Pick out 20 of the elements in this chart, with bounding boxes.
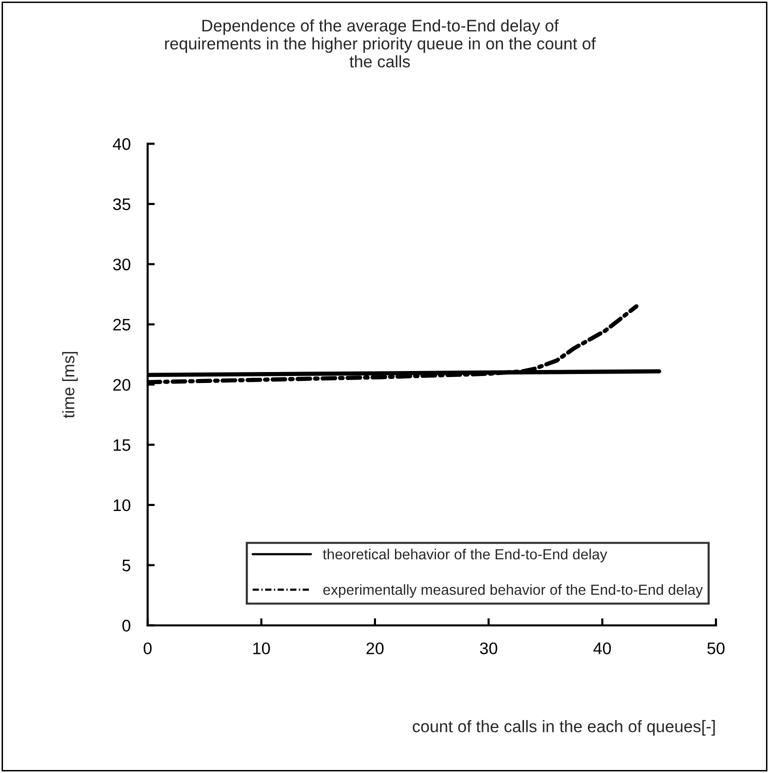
y-tick-label: 5	[122, 560, 130, 572]
x-axis-title: count of the calls in the each of queues[-]	[412, 720, 715, 736]
y-tick-label: 40	[112, 138, 130, 150]
y-tick-label: 30	[113, 258, 130, 270]
legend-label: theoretical behavior of the End-to-End delay	[322, 548, 608, 562]
x-tick-label: 10	[253, 642, 270, 654]
x-tick-label: 30	[480, 642, 498, 654]
x-tick-label: 50	[707, 642, 725, 654]
y-tick-label: 15	[114, 439, 130, 451]
x-tick-label: 20	[366, 642, 384, 654]
legend-label: experimentally measured behavior of the End-to-End delay	[323, 584, 703, 598]
x-tick-label: 0	[144, 642, 152, 654]
y-tick-label: 10	[114, 499, 130, 512]
chart-title: Dependence of the average End-to-End delay of requirements in the higher priority queue in on the count of the calls	[165, 19, 596, 68]
x-tick-label: 40	[593, 642, 611, 654]
y-tick-label: 25	[113, 318, 130, 331]
y-tick-label: 20	[113, 378, 130, 391]
y-tick-label: 0	[122, 620, 130, 632]
y-axis-title: time [ms]	[62, 352, 78, 418]
y-tick-label: 35	[113, 198, 130, 210]
